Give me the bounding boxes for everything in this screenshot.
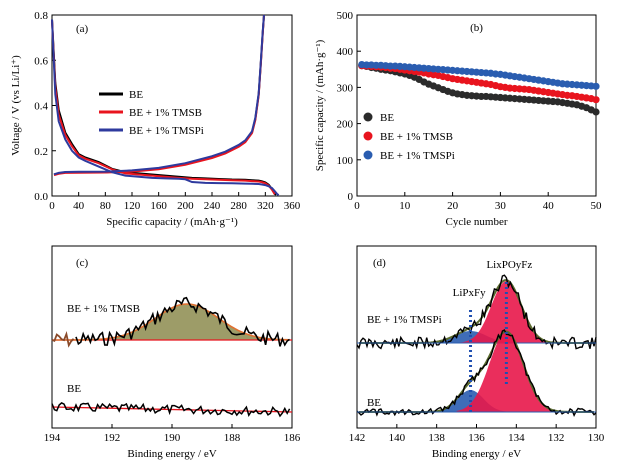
series-discharge-line: [51, 19, 280, 196]
y-tick-label: 100: [337, 155, 354, 167]
raw-spectrum: [356, 274, 597, 350]
spectrum-label: BE + 1% TMSPi: [367, 314, 442, 326]
y-axis-label: Specific capacity / (mAh·g⁻¹): [314, 39, 326, 171]
y-axis-label: Voltage / V (vs Li/Li⁺): [10, 55, 22, 156]
x-tick-label: 188: [224, 432, 241, 444]
raw-spectrum: [356, 329, 597, 418]
legend-label: BE + 1% TMSPi: [129, 125, 204, 137]
series-charge-line: [53, 14, 265, 177]
y-tick-label: 0.2: [34, 146, 48, 158]
x-tick-label: 190: [164, 432, 181, 444]
x-tick-label: 136: [468, 432, 485, 444]
x-axis-label: Specific capacity / (mAh·g⁻¹): [106, 216, 238, 228]
x-axis-label: Cycle number: [445, 216, 507, 228]
legend-label: BE + 1% TMSB: [129, 107, 202, 119]
y-tick-label: 400: [337, 46, 354, 58]
raw-spectrum: [51, 402, 291, 418]
x-tick-label: 40: [543, 200, 555, 212]
x-tick-label: 360: [284, 200, 301, 212]
peak-label-lipf: LiPxFy: [453, 287, 487, 299]
y-tick-label: 500: [337, 10, 354, 22]
spectrum-label: BE + 1% TMSB: [67, 303, 140, 315]
data-point: [592, 108, 600, 116]
x-tick-label: 0: [354, 200, 360, 212]
x-tick-label: 142: [349, 432, 366, 444]
panel-label: (d): [373, 257, 386, 269]
x-tick-label: 192: [104, 432, 121, 444]
legend-label: BE: [380, 112, 394, 124]
legend-label: BE + 1% TMSPi: [380, 150, 455, 162]
x-tick-label: 186: [284, 432, 301, 444]
x-tick-label: 140: [389, 432, 406, 444]
x-tick-label: 10: [399, 200, 411, 212]
panel-label: (b): [470, 22, 483, 34]
raw-spectrum: [75, 296, 291, 347]
x-tick-label: 194: [44, 432, 61, 444]
x-tick-label: 200: [177, 200, 194, 212]
y-tick-label: 300: [337, 82, 354, 94]
x-tick-label: 20: [447, 200, 459, 212]
x-tick-label: 320: [257, 200, 274, 212]
x-tick-label: 0: [49, 200, 55, 212]
peak-area: [115, 304, 262, 340]
panel-a: 0 40 80 120 160 200 240 280 320 360 0.0 0.2 0.4 0.6 0.…: [10, 10, 301, 228]
x-tick-label: 80: [100, 200, 112, 212]
panel-b-frame: [356, 14, 597, 197]
x-tick-label: 138: [428, 432, 445, 444]
raw-spectrum-edge: [51, 331, 75, 348]
data-point: [592, 96, 600, 104]
x-tick-label: 30: [495, 200, 507, 212]
spectrum-label: BE: [67, 383, 81, 395]
legend-label: BE: [129, 89, 143, 101]
x-tick-label: 40: [73, 200, 85, 212]
y-tick-label: 0.8: [34, 10, 48, 22]
legend-label: BE + 1% TMSB: [380, 131, 453, 143]
spectrum-label: BE: [367, 397, 381, 409]
panel-c: 194 192 190 188 186 Binding energy / eV (c) BE …: [44, 245, 301, 460]
legend-marker: [363, 150, 373, 160]
legend-marker: [363, 112, 373, 122]
x-tick-label: 160: [150, 200, 167, 212]
series-charge-line: [53, 14, 265, 176]
x-tick-label: 130: [588, 432, 605, 444]
x-tick-label: 134: [508, 432, 525, 444]
data-point: [592, 82, 600, 90]
x-tick-label: 132: [548, 432, 565, 444]
x-tick-label: 120: [124, 200, 141, 212]
x-axis-label: Binding energy / eV: [127, 448, 216, 460]
panel-label: (c): [76, 257, 89, 269]
y-tick-label: 0.0: [34, 191, 48, 203]
y-tick-label: 0.6: [34, 55, 48, 67]
x-tick-label: 280: [230, 200, 247, 212]
x-tick-label: 240: [204, 200, 221, 212]
legend-marker: [363, 131, 373, 141]
panel-d: 142 140 138 136 134 132 130 Binding energy / eV…: [349, 245, 605, 460]
panel-label: (a): [76, 23, 89, 35]
y-tick-label: 0.4: [34, 101, 48, 113]
peak-label-lipof: LixPOyFz: [486, 259, 532, 271]
y-tick-label: 0: [348, 191, 354, 203]
y-tick-label: 200: [337, 119, 354, 131]
peak-area-lipof: [456, 281, 561, 343]
x-axis-label: Binding energy / eV: [432, 448, 521, 460]
x-tick-label: 50: [591, 200, 603, 212]
